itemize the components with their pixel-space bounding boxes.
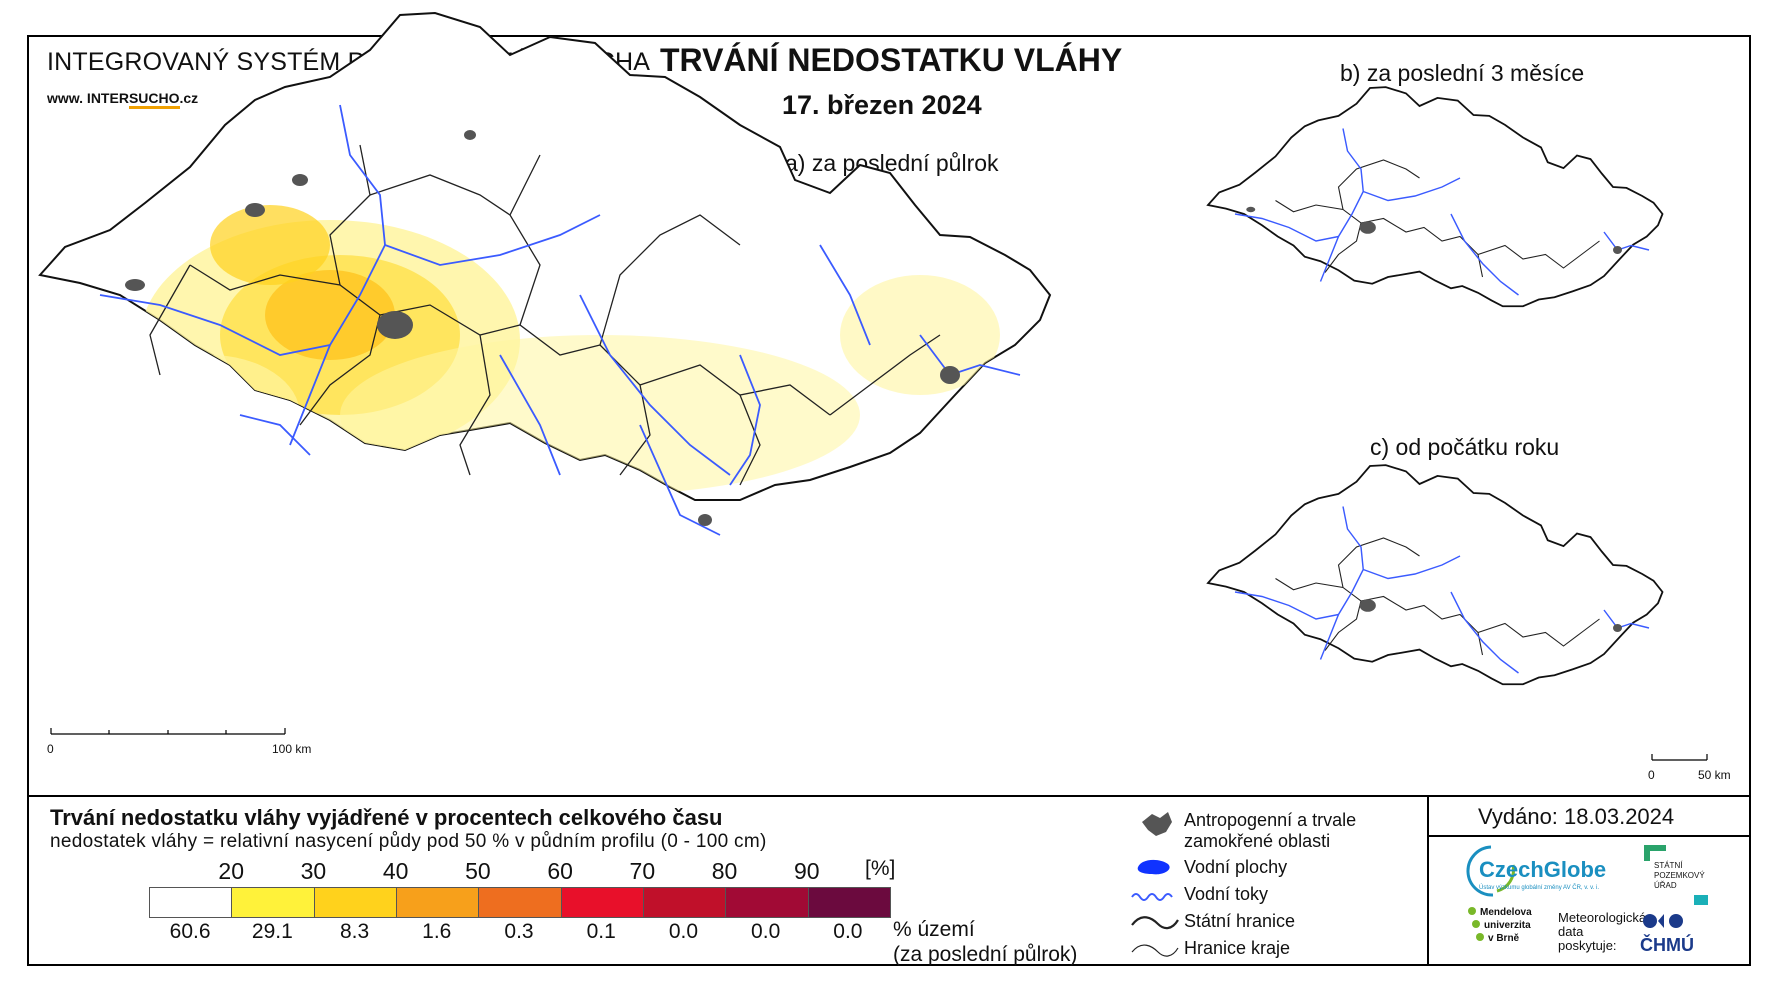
scale-bar-main — [50, 728, 286, 735]
legend-color-bar — [149, 887, 891, 918]
legend-title: Trvání nedostatku vláhy vyjádřené v proc… — [50, 805, 723, 830]
map-c-label: c) od počátku roku — [1370, 434, 1560, 460]
scale-small-end: 50 km — [1698, 768, 1731, 782]
legend-territory-pct: 0.1 — [586, 920, 616, 943]
chmu-logo: Meteorologická data poskytuje: ČHMÚ — [1558, 910, 1694, 955]
legend-color-cell — [314, 888, 397, 917]
legend-threshold: 40 — [382, 858, 409, 884]
legend-territory-pct: 0.3 — [504, 920, 534, 943]
territory-label-2: (za poslední půlrok) — [893, 943, 1078, 966]
footer-divider — [1427, 795, 1429, 966]
issued-date: Vydáno: 18.03.2024 — [1478, 804, 1675, 829]
map-a-label: a) za poslední půlrok — [785, 150, 999, 176]
legend-urban: Antropogenní a trvale zamokřené oblasti — [1130, 810, 1394, 852]
map-a — [39, 12, 1051, 536]
legend-territory-pct: 0.0 — [751, 920, 781, 943]
czechglobe-logo: CzechGlobe Ústav výzkumu globální změny … — [1463, 843, 1613, 898]
legend-region-border-label: Hranice kraje — [1184, 938, 1291, 958]
scale-main-zero: 0 — [47, 742, 54, 756]
legend-color-cell — [808, 888, 890, 917]
url-prefix: www. INTER — [47, 90, 129, 106]
map-b-label: b) za poslední 3 měsíce — [1340, 60, 1585, 86]
issued-divider — [1427, 835, 1751, 837]
url-accent: SUCHO — [128, 90, 180, 109]
mendel-logo: Mendelova univerzita v Brně — [1468, 906, 1532, 945]
legend-threshold: 60 — [547, 858, 573, 884]
chmu-name: ČHMÚ — [1640, 935, 1694, 955]
map-title: TRVÁNÍ NEDOSTATKU VLÁHY — [660, 42, 1123, 78]
legend-color-cell — [396, 888, 480, 917]
scale-bar-small — [1651, 754, 1708, 761]
legend-threshold: 20 — [218, 858, 245, 884]
czechglobe-sub: Ústav výzkumu globální změny AV ČR, v. v… — [1479, 885, 1600, 891]
river-symbol — [1131, 893, 1173, 901]
url-suffix: .cz — [179, 90, 199, 106]
legend-threshold: 50 — [465, 858, 491, 884]
legend-threshold: 80 — [711, 858, 738, 884]
mendel-line-3: v Brně — [1488, 933, 1520, 944]
legend-region-border: Hranice kraje — [1130, 938, 1290, 960]
legend-threshold: 30 — [300, 858, 327, 884]
mendel-line-2: univerzita — [1484, 920, 1531, 931]
legend-territory-pct: 0.0 — [668, 920, 699, 943]
legend-threshold: 90 — [793, 858, 820, 884]
legend-territory-pct: 8.3 — [339, 920, 370, 943]
spu-logo: STÁTNÍ POZEMKOVÝ ÚŘAD — [1640, 843, 1710, 913]
meteo-line-3: poskytuje: — [1558, 938, 1617, 953]
legend-unit: [%] — [865, 857, 896, 880]
site-url[interactable]: www. INTERSUCHO.cz — [47, 90, 199, 109]
czechglobe-name: CzechGlobe — [1479, 857, 1607, 882]
water-body-symbol — [1137, 859, 1170, 875]
legend-color-cell — [479, 888, 562, 917]
legend-territory-pct: 29.1 — [251, 920, 293, 943]
urban-symbol — [1142, 812, 1172, 836]
mendel-line-1: Mendelova — [1480, 907, 1532, 918]
legend-rivers: Vodní toky — [1130, 884, 1268, 906]
legend-color-cell — [643, 888, 727, 917]
legend-color-cell — [561, 888, 644, 917]
legend-territory-pct: 0.0 — [833, 920, 863, 943]
map-b — [1207, 86, 1664, 308]
legend-state-border-label: Státní hranice — [1184, 911, 1296, 931]
legend-symbols — [1131, 812, 1179, 957]
region-border-symbol — [1131, 944, 1179, 957]
legend-state-border: Státní hranice — [1130, 911, 1295, 933]
legend-water: Vodní plochy — [1130, 857, 1287, 879]
meteo-line-1: Meteorologická — [1558, 910, 1647, 925]
legend-color-cell — [150, 888, 233, 917]
legend-divider — [27, 795, 1751, 797]
legend-threshold: 70 — [629, 858, 656, 884]
legend-color-cell — [232, 888, 315, 917]
legend-territory-pct: 60.6 — [169, 920, 211, 943]
territory-label: % území (za poslední půlrok) — [893, 917, 1077, 967]
chmu-icon — [1643, 914, 1683, 928]
legend-subtitle: nedostatek vláhy = relativní nasycení pů… — [50, 831, 767, 852]
state-border-symbol — [1131, 916, 1179, 930]
legend-rivers-label: Vodní toky — [1184, 884, 1269, 904]
legend-territory-pct: 1.6 — [422, 920, 452, 943]
legend-water-label: Vodní plochy — [1184, 857, 1288, 877]
territory-label-1: % území — [893, 918, 975, 941]
meteo-line-2: data — [1558, 924, 1584, 939]
scale-main-end: 100 km — [272, 742, 312, 756]
spu-name: STÁTNÍ POZEMKOVÝ ÚŘAD — [1654, 861, 1705, 890]
legend-urban-label: Antropogenní a trvale zamokřené oblasti — [1184, 810, 1357, 851]
map-date: 17. březen 2024 — [782, 90, 982, 120]
scale-small-zero: 0 — [1648, 768, 1655, 782]
legend-color-cell — [726, 888, 809, 917]
map-c — [1207, 464, 1664, 686]
